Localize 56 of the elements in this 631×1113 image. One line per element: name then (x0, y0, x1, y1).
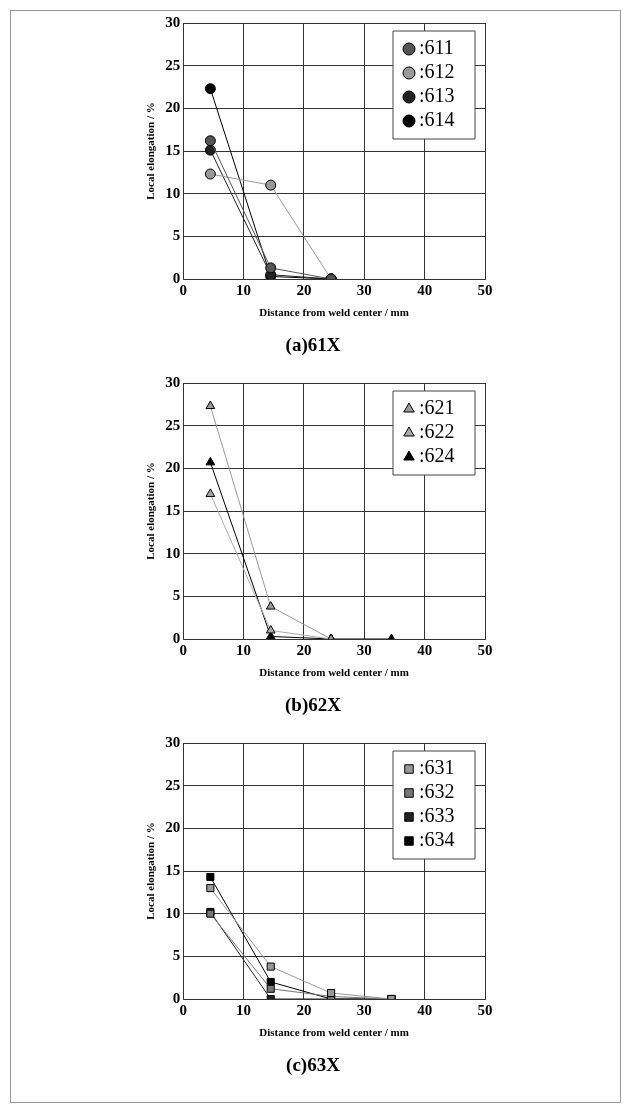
y-tick-label: 25 (165, 776, 181, 793)
x-tick-label: 30 (356, 281, 372, 298)
y-tick-label: 5 (172, 947, 181, 964)
x-axis-title: Distance from weld center / mm (259, 1026, 409, 1039)
y-tick-label: 15 (165, 141, 181, 158)
x-tick-label: 20 (296, 281, 312, 298)
legend-label: :634 (419, 828, 455, 851)
y-tick-label: 0 (172, 989, 181, 1006)
text: (c)63X (286, 1053, 341, 1076)
legend-label: :622 (419, 420, 455, 443)
y-tick-label: 20 (165, 459, 181, 476)
x-tick-label: 50 (477, 1001, 493, 1018)
legend-label: :632 (419, 780, 455, 803)
x-tick-label: 50 (477, 281, 493, 298)
legend-label: :613 (419, 84, 455, 107)
y-axis-title: Local elongation / % (144, 822, 157, 920)
y-tick-label: 5 (172, 587, 181, 604)
legend-label: :624 (419, 444, 455, 467)
y-tick-label: 25 (165, 416, 181, 433)
y-tick-label: 10 (165, 904, 181, 921)
y-axis-title: Local elongation / % (144, 462, 157, 560)
x-tick-label: 30 (356, 641, 372, 658)
x-tick-label: 10 (236, 641, 252, 658)
y-tick-label: 10 (165, 544, 181, 561)
y-axis-title: Local elongation / % (144, 102, 157, 200)
x-tick-label: 10 (236, 281, 252, 298)
x-tick-label: 40 (417, 641, 433, 658)
y-tick-label: 10 (165, 184, 181, 201)
y-tick-label: 20 (165, 99, 181, 116)
text: (b)62X (285, 693, 342, 716)
y-tick-label: 5 (172, 227, 181, 244)
y-tick-label: 30 (165, 13, 181, 30)
legend-label: :631 (419, 756, 455, 779)
x-tick-label: 30 (356, 1001, 372, 1018)
y-tick-label: 15 (165, 501, 181, 518)
legend-label: :621 (419, 396, 455, 419)
legend-label: :614 (419, 108, 455, 131)
x-tick-label: 10 (236, 1001, 252, 1018)
y-tick-label: 20 (165, 819, 181, 836)
x-tick-label: 40 (417, 281, 433, 298)
y-tick-label: 30 (165, 733, 181, 750)
y-tick-label: 25 (165, 56, 181, 73)
x-axis-title: Distance from weld center / mm (259, 666, 409, 679)
y-tick-label: 15 (165, 861, 181, 878)
legend-label: :611 (419, 36, 454, 59)
x-tick-label: 20 (296, 641, 312, 658)
x-tick-label: 40 (417, 1001, 433, 1018)
x-axis-title: Distance from weld center / mm (259, 306, 409, 319)
legend-label: :612 (419, 60, 455, 83)
y-tick-label: 0 (172, 269, 181, 286)
y-tick-label: 0 (172, 629, 181, 646)
x-tick-label: 20 (296, 1001, 312, 1018)
legend-label: :633 (419, 804, 455, 827)
x-tick-label: 50 (477, 641, 493, 658)
text: (a)61X (285, 333, 341, 356)
y-tick-label: 30 (165, 373, 181, 390)
